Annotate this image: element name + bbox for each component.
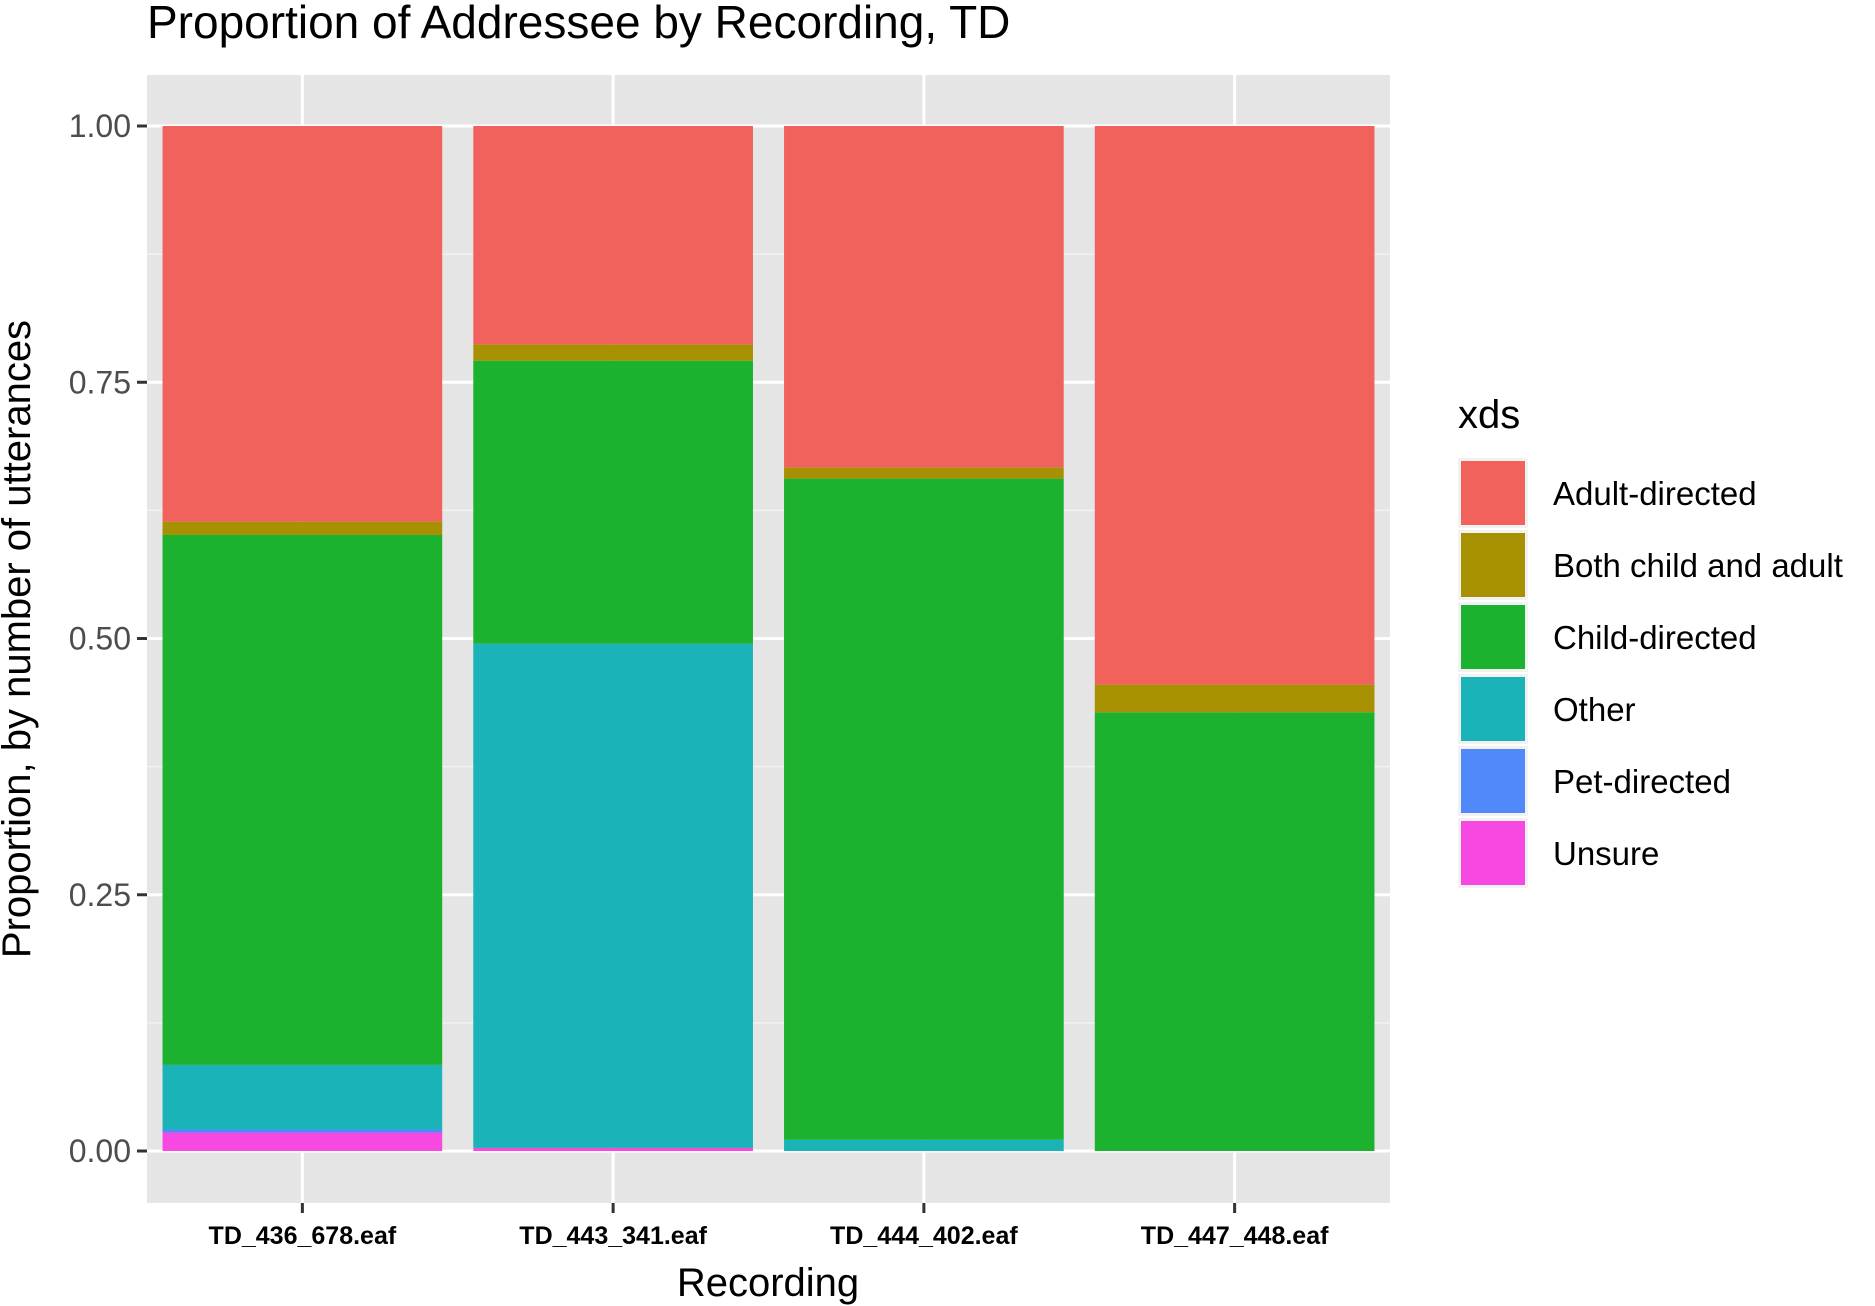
legend-swatch xyxy=(1461,677,1525,741)
bar-segment-both-child-and-adult xyxy=(784,467,1064,479)
bar-segment-child-directed xyxy=(1094,712,1375,1151)
y-axis: 0.00 0.25 0.50 0.75 1.00 xyxy=(69,108,147,1169)
legend-swatch xyxy=(1461,821,1525,885)
bar-segment-child-directed xyxy=(473,360,753,644)
legend-label: Both child and adult xyxy=(1553,547,1843,584)
bar-segment-adult-directed xyxy=(162,126,443,522)
bar-segment-other xyxy=(162,1064,443,1130)
x-axis-title: Recording xyxy=(677,1261,859,1305)
bar-segment-both-child-and-adult xyxy=(162,521,443,535)
y-tick-label: 0.50 xyxy=(69,621,131,657)
legend-label: Adult-directed xyxy=(1553,475,1757,512)
bar-segment-unsure xyxy=(162,1132,443,1151)
legend-label: Pet-directed xyxy=(1553,763,1731,800)
bar-segment-unsure xyxy=(473,1147,753,1151)
chart-title: Proportion of Addressee by Recording, TD xyxy=(147,0,1010,48)
bar-segment-both-child-and-adult xyxy=(473,344,753,361)
bar-segment-both-child-and-adult xyxy=(1094,684,1375,713)
x-tick-label: TD_444_402.eaf xyxy=(830,1222,1018,1250)
y-tick-label: 0.00 xyxy=(69,1133,131,1169)
bar-segment-adult-directed xyxy=(784,126,1064,468)
bar-segment-other xyxy=(784,1139,1064,1151)
bar-segment-child-directed xyxy=(784,478,1064,1140)
bars-group xyxy=(162,126,1375,1151)
bar-segment-child-directed xyxy=(162,534,443,1065)
legend-title: xds xyxy=(1458,393,1520,437)
y-axis-title: Proportion, by number of utterances xyxy=(0,320,39,958)
legend-label: Child-directed xyxy=(1553,619,1757,656)
legend: xds Adult-directed Both child and adult Ch… xyxy=(1458,393,1843,888)
bar-segment-pet-directed xyxy=(162,1129,443,1133)
legend-swatch xyxy=(1461,749,1525,813)
y-tick-label: 1.00 xyxy=(69,108,131,144)
y-tick-label: 0.75 xyxy=(69,364,131,400)
bar-segment-other xyxy=(473,643,753,1148)
legend-label: Other xyxy=(1553,691,1636,728)
legend-swatch xyxy=(1461,605,1525,669)
x-tick-label: TD_447_448.eaf xyxy=(1141,1222,1329,1250)
legend-swatch xyxy=(1461,533,1525,597)
x-tick-label: TD_436_678.eaf xyxy=(209,1222,397,1250)
x-axis: TD_436_678.eaf TD_443_341.eaf TD_444_402.e… xyxy=(209,1203,1329,1250)
bar-segment-adult-directed xyxy=(473,126,753,345)
legend-label: Unsure xyxy=(1553,835,1659,872)
x-tick-label: TD_443_341.eaf xyxy=(519,1222,707,1250)
legend-swatch xyxy=(1461,461,1525,525)
bar-segment-adult-directed xyxy=(1094,126,1375,685)
y-tick-label: 0.25 xyxy=(69,877,131,913)
